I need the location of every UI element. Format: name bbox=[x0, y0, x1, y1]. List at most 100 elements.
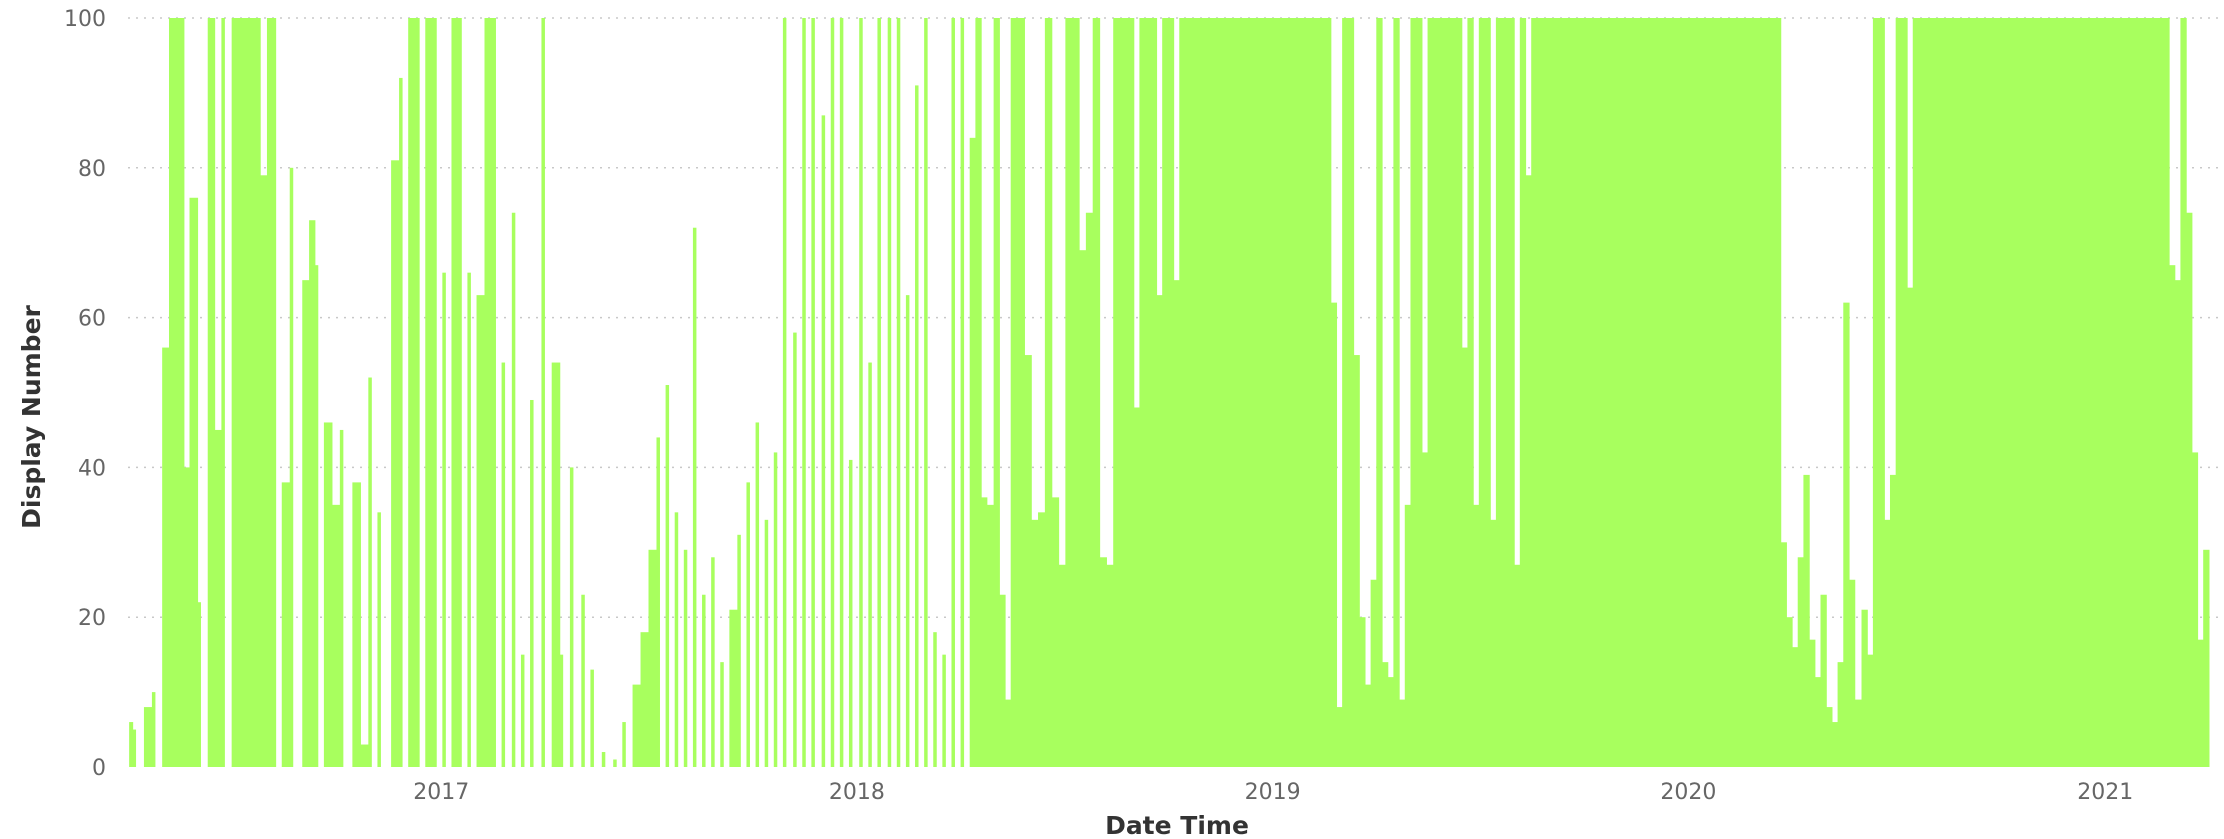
bar bbox=[132, 729, 137, 767]
bar bbox=[1647, 18, 1654, 767]
bar bbox=[1099, 557, 1107, 767]
bar bbox=[1393, 18, 1400, 767]
bar bbox=[877, 18, 881, 767]
bar bbox=[1861, 609, 1868, 767]
bar bbox=[1848, 579, 1856, 767]
bar bbox=[2110, 18, 2118, 767]
bar bbox=[266, 18, 274, 767]
x-tick-label: 2017 bbox=[413, 780, 469, 805]
bar bbox=[1120, 18, 1128, 767]
bar bbox=[1555, 18, 1562, 767]
bar bbox=[1208, 18, 1216, 767]
bar bbox=[1635, 18, 1643, 767]
bar bbox=[1872, 18, 1880, 767]
bar bbox=[981, 497, 988, 767]
bar bbox=[541, 18, 545, 767]
y-tick-label: 100 bbox=[64, 7, 106, 32]
bar bbox=[648, 549, 658, 767]
bar bbox=[368, 377, 372, 767]
bar bbox=[352, 482, 361, 767]
bar bbox=[632, 684, 642, 767]
bar bbox=[1225, 18, 1233, 767]
bar bbox=[1421, 452, 1429, 767]
bar bbox=[1630, 18, 1637, 767]
bar bbox=[323, 422, 333, 767]
bar bbox=[1525, 175, 1532, 768]
bar bbox=[1918, 18, 1925, 767]
bar bbox=[933, 632, 937, 767]
bar bbox=[1930, 18, 1938, 767]
bar bbox=[1675, 18, 1683, 767]
bar bbox=[2058, 18, 2065, 767]
bar bbox=[1924, 18, 1932, 767]
bar bbox=[1867, 654, 1874, 767]
bar bbox=[692, 227, 697, 768]
bar bbox=[1484, 18, 1491, 767]
bar bbox=[1347, 18, 1355, 767]
bar bbox=[1566, 18, 1573, 767]
bar bbox=[859, 18, 863, 767]
bar bbox=[197, 602, 201, 767]
bar bbox=[1065, 18, 1073, 767]
bar bbox=[1618, 18, 1626, 767]
bar bbox=[1780, 542, 1787, 767]
bar bbox=[1342, 18, 1349, 767]
bar bbox=[484, 18, 494, 767]
bar bbox=[1716, 18, 1725, 767]
bar bbox=[764, 519, 769, 767]
bar bbox=[314, 265, 319, 767]
bar bbox=[1278, 18, 1285, 767]
bar bbox=[905, 295, 910, 767]
bar bbox=[1797, 557, 1805, 767]
bar bbox=[1606, 18, 1613, 767]
bar bbox=[1757, 18, 1765, 767]
bar bbox=[1826, 707, 1833, 767]
bar bbox=[590, 669, 594, 767]
bar bbox=[1519, 18, 1527, 767]
bar bbox=[1971, 18, 1979, 767]
bar bbox=[1878, 18, 1885, 767]
bar bbox=[802, 18, 806, 767]
bar bbox=[2023, 18, 2030, 767]
bar bbox=[1456, 18, 1463, 767]
bar bbox=[1359, 617, 1366, 767]
x-tick-label: 2019 bbox=[1245, 780, 1301, 805]
bar bbox=[2087, 18, 2094, 767]
bar bbox=[492, 18, 496, 767]
bar bbox=[2163, 18, 2170, 767]
bar bbox=[2041, 18, 2048, 767]
bar bbox=[2069, 18, 2077, 767]
y-tick-label: 0 bbox=[92, 756, 106, 781]
bar bbox=[2105, 18, 2112, 767]
bar bbox=[1994, 18, 2002, 767]
bar bbox=[1319, 18, 1326, 767]
bar bbox=[1501, 18, 1508, 767]
bar bbox=[1325, 18, 1332, 767]
bar bbox=[2000, 18, 2007, 767]
bar bbox=[622, 722, 626, 767]
bar bbox=[377, 512, 381, 767]
bar bbox=[1139, 18, 1146, 767]
bar bbox=[887, 18, 892, 767]
bar bbox=[551, 362, 561, 767]
bar bbox=[1237, 18, 1244, 767]
bar bbox=[1260, 18, 1267, 767]
bar bbox=[281, 482, 291, 767]
bar bbox=[2151, 18, 2159, 767]
bar bbox=[720, 662, 724, 767]
bar bbox=[1387, 677, 1394, 767]
x-axis-title: Date Time bbox=[1105, 811, 1249, 839]
bar bbox=[1843, 302, 1850, 767]
bar bbox=[511, 212, 516, 768]
bar bbox=[1694, 18, 1701, 767]
bar bbox=[1150, 18, 1158, 767]
bar bbox=[1763, 18, 1770, 767]
bar bbox=[2191, 452, 2199, 767]
bar bbox=[1085, 212, 1094, 768]
bar bbox=[782, 18, 787, 767]
bar bbox=[1681, 18, 1689, 767]
bar bbox=[1467, 18, 1474, 767]
y-tick-label: 20 bbox=[78, 606, 106, 631]
bar bbox=[1416, 18, 1423, 767]
bar bbox=[1376, 18, 1383, 767]
